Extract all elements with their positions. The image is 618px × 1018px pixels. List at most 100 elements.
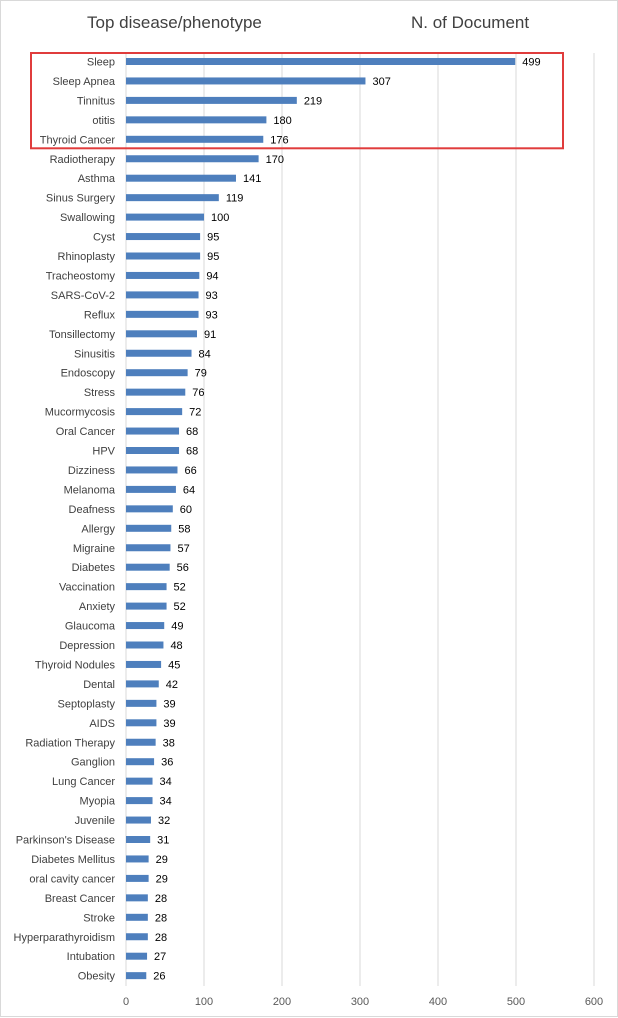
data-label: 52	[174, 601, 186, 613]
category-label: Thyroid Nodules	[35, 659, 116, 671]
bar	[126, 583, 167, 591]
category-label: AIDS	[89, 718, 115, 730]
bar	[126, 174, 236, 182]
bar	[126, 58, 516, 65]
category-label: Melanoma	[64, 484, 116, 496]
data-label: 499	[522, 57, 540, 69]
category-label: Endoscopy	[61, 368, 116, 380]
category-label: Radiotherapy	[50, 154, 116, 166]
data-label: 34	[160, 776, 172, 788]
bar	[126, 836, 151, 843]
category-label: Septoplasty	[58, 698, 116, 710]
bar	[126, 252, 201, 260]
bar	[126, 952, 148, 960]
x-tick-label: 600	[585, 996, 603, 1008]
category-label: Migraine	[73, 543, 115, 555]
category-label: Anxiety	[79, 601, 116, 613]
bar	[126, 233, 201, 241]
bar	[126, 291, 199, 299]
bar	[126, 699, 157, 707]
category-label: Tracheostomy	[46, 270, 116, 282]
data-label: 219	[304, 95, 322, 107]
category-label: Intubation	[67, 951, 115, 963]
data-label: 93	[206, 290, 218, 302]
bar	[126, 194, 219, 202]
x-tick-label: 0	[123, 996, 129, 1008]
bar	[126, 96, 297, 104]
bar	[126, 641, 164, 649]
category-label: Mucormycosis	[45, 407, 116, 419]
data-label: 58	[178, 523, 190, 535]
bar	[126, 447, 180, 454]
category-label: Hyperparathyroidism	[14, 932, 115, 944]
data-label: 28	[155, 893, 167, 905]
bar	[126, 855, 149, 863]
data-label: 45	[168, 659, 180, 671]
data-label: 52	[174, 582, 186, 594]
data-label: 57	[177, 543, 189, 555]
category-label: Allergy	[81, 523, 115, 535]
bar	[126, 758, 155, 766]
data-label: 79	[195, 368, 207, 380]
x-tick-label: 500	[507, 996, 525, 1008]
data-label: 60	[180, 504, 192, 516]
bar	[126, 77, 366, 85]
data-label: 38	[163, 737, 175, 749]
category-label: Swallowing	[60, 212, 115, 224]
category-header: Top disease/phenotype	[87, 13, 262, 32]
category-label: Rhinoplasty	[58, 251, 116, 263]
bar	[126, 485, 176, 493]
data-label: 64	[183, 484, 195, 496]
data-label: 119	[226, 193, 244, 205]
category-label: SARS-CoV-2	[51, 290, 115, 302]
data-label: 29	[156, 873, 168, 885]
category-label: otitis	[92, 115, 115, 127]
data-label: 95	[207, 232, 219, 244]
bar	[126, 719, 157, 727]
category-label: Stress	[84, 387, 116, 399]
data-label: 176	[270, 134, 288, 146]
data-label: 68	[186, 446, 198, 458]
data-label: 28	[155, 932, 167, 944]
category-label: Obesity	[78, 971, 116, 983]
x-tick-label: 200	[273, 996, 291, 1008]
category-label: Lung Cancer	[52, 776, 115, 788]
data-label: 84	[199, 348, 211, 360]
bar	[126, 660, 162, 668]
x-tick-label: 100	[195, 996, 213, 1008]
category-label: Thyroid Cancer	[40, 134, 116, 146]
category-label: Sinus Surgery	[46, 193, 116, 205]
category-label: Vaccination	[59, 582, 115, 594]
bar	[126, 544, 171, 552]
data-label: 48	[170, 640, 182, 652]
data-label: 56	[177, 562, 189, 574]
data-label: 42	[166, 679, 178, 691]
category-label: Glaucoma	[65, 621, 116, 633]
category-label: Sleep Apnea	[53, 76, 116, 88]
data-label: 95	[207, 251, 219, 263]
bar	[126, 388, 186, 396]
data-label: 39	[163, 698, 175, 710]
data-label: 27	[154, 951, 166, 963]
data-label: 91	[204, 329, 216, 341]
category-label: Diabetes	[72, 562, 116, 574]
category-label: Depression	[59, 640, 115, 652]
data-label: 28	[155, 912, 167, 924]
bar	[126, 135, 264, 143]
category-label: Dental	[83, 679, 115, 691]
category-label: Sinusitis	[74, 348, 115, 360]
data-label: 32	[158, 815, 170, 827]
data-label: 29	[156, 854, 168, 866]
bar	[126, 816, 151, 824]
category-label: Oral Cancer	[56, 426, 116, 438]
category-label: Breast Cancer	[45, 893, 116, 905]
data-label: 72	[189, 407, 201, 419]
data-label: 34	[160, 796, 172, 808]
category-label: Tinnitus	[77, 95, 116, 107]
bar	[126, 369, 188, 377]
bar	[126, 349, 192, 357]
data-label: 307	[372, 76, 390, 88]
data-label: 26	[153, 971, 165, 983]
